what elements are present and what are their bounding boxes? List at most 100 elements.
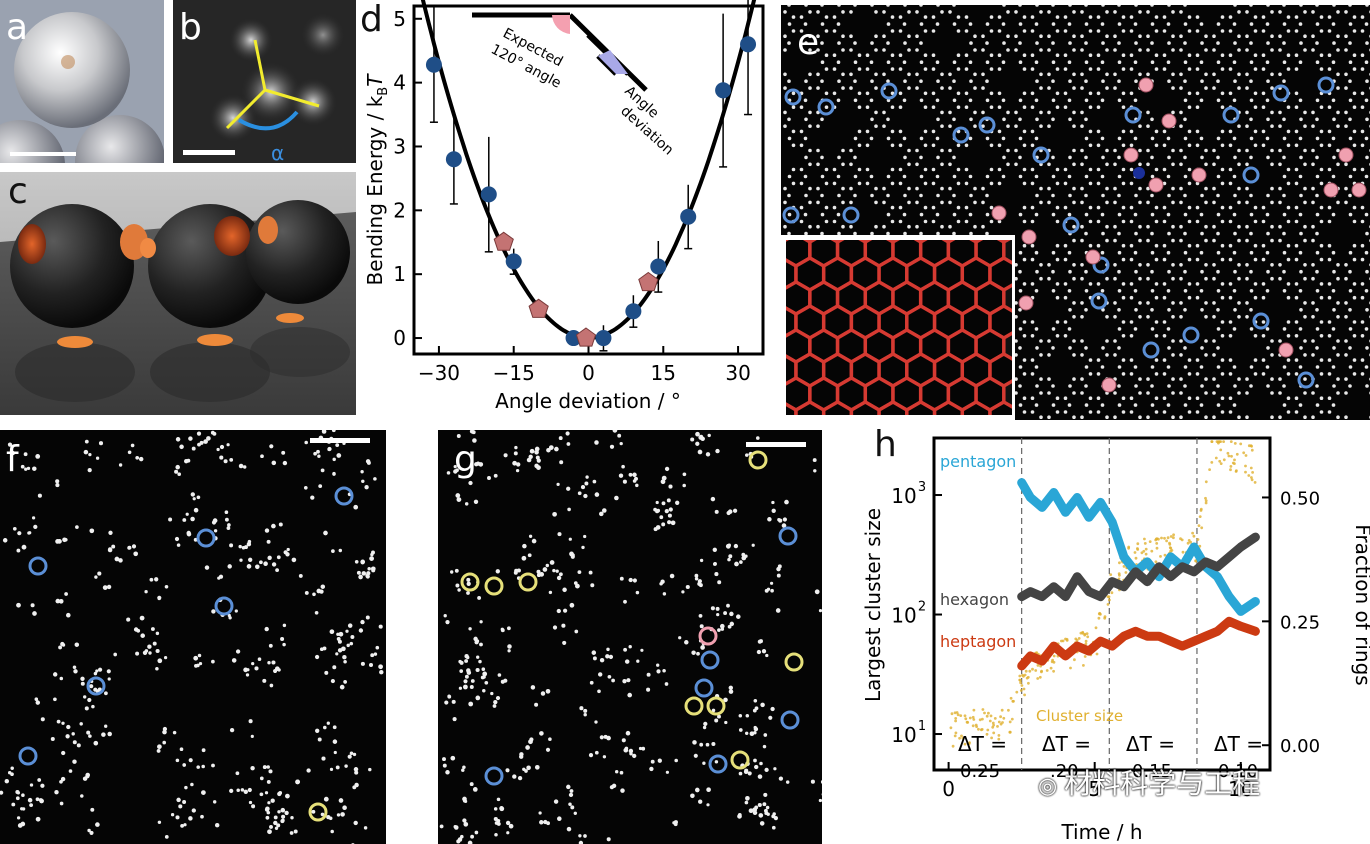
data-point-circle <box>740 36 757 53</box>
particle <box>1030 243 1035 248</box>
particle <box>907 10 911 14</box>
particle <box>1101 346 1105 350</box>
particle <box>20 807 24 811</box>
particle <box>890 29 895 33</box>
data-point-pentagon <box>493 231 514 251</box>
particle <box>496 821 501 826</box>
particle <box>1096 53 1101 57</box>
particle <box>104 724 108 728</box>
particle <box>849 186 853 191</box>
y-tick-label: 1 <box>393 262 406 286</box>
particle <box>1315 174 1320 179</box>
particle <box>1039 377 1043 381</box>
particle <box>1096 410 1101 414</box>
particle <box>464 502 469 506</box>
particle <box>619 770 624 775</box>
particle <box>874 200 878 205</box>
particle <box>1253 67 1258 71</box>
particle <box>1315 289 1320 293</box>
particle <box>787 212 792 217</box>
particle <box>1150 193 1154 198</box>
particle <box>741 555 747 561</box>
particle <box>775 608 781 613</box>
particle <box>973 86 977 90</box>
particle <box>182 518 187 522</box>
delta-t-labels: ΔT = 0.25 ΔT = .20 ΔT = 0.15 ΔT = 0.10 <box>958 732 1263 782</box>
particle <box>332 739 338 744</box>
series-label-cluster: Cluster size <box>1036 707 1123 725</box>
particle <box>808 186 812 191</box>
particle <box>728 689 734 694</box>
particle <box>1303 124 1307 128</box>
particle <box>810 779 815 784</box>
particle <box>1006 10 1010 14</box>
cluster-point <box>954 719 957 723</box>
x-tick-label: 0 <box>942 777 955 801</box>
particle <box>1162 129 1167 134</box>
particle <box>185 512 189 516</box>
particle <box>1187 67 1192 71</box>
particle <box>646 672 651 677</box>
particle <box>931 53 936 57</box>
particle <box>1171 415 1175 420</box>
particle <box>699 624 704 629</box>
x-tick-label: 0 <box>582 361 595 385</box>
particle <box>1138 72 1142 77</box>
particle <box>803 174 808 179</box>
particle <box>1282 212 1287 217</box>
particle <box>719 623 725 629</box>
particle <box>1117 60 1122 64</box>
particle <box>1084 22 1089 26</box>
particle <box>700 645 705 650</box>
particle <box>1249 41 1253 45</box>
particle <box>756 436 760 440</box>
panel-e: e <box>781 5 1370 420</box>
particle <box>816 86 820 90</box>
particle <box>940 110 944 115</box>
particle <box>837 231 841 236</box>
particle <box>799 143 804 148</box>
particle <box>1146 301 1150 305</box>
particle <box>694 576 699 581</box>
particle <box>250 766 255 771</box>
particle <box>163 655 168 660</box>
particle <box>1319 15 1324 19</box>
particle <box>710 606 715 611</box>
particle <box>816 148 820 153</box>
particle <box>527 553 532 558</box>
cluster-point <box>1010 717 1014 721</box>
particle <box>837 41 841 45</box>
particle <box>1344 200 1348 205</box>
particle <box>989 29 994 33</box>
particle <box>919 5 923 7</box>
particle <box>997 67 1002 71</box>
particle <box>1212 301 1216 305</box>
particle <box>931 143 936 148</box>
particle <box>1138 34 1142 38</box>
particle <box>739 560 743 564</box>
particle <box>753 758 757 763</box>
particle <box>1228 372 1233 376</box>
particle <box>1311 110 1315 115</box>
particle <box>1006 124 1010 128</box>
particle <box>865 129 870 134</box>
particle <box>327 447 331 452</box>
particle <box>808 224 812 229</box>
particle <box>1117 327 1122 331</box>
particle <box>1265 327 1270 331</box>
particle <box>1204 315 1208 319</box>
particle <box>1183 250 1188 255</box>
cluster-point <box>967 742 971 746</box>
particle <box>1088 282 1093 286</box>
particle <box>1282 250 1287 255</box>
particle <box>1348 136 1353 141</box>
cluster-point <box>1097 616 1101 620</box>
particle <box>20 464 25 469</box>
particle <box>1084 403 1089 407</box>
particle <box>1022 167 1027 172</box>
particle <box>87 828 91 833</box>
particle <box>727 543 731 547</box>
particle <box>212 800 217 804</box>
particle <box>903 79 907 83</box>
particle <box>1150 308 1154 312</box>
